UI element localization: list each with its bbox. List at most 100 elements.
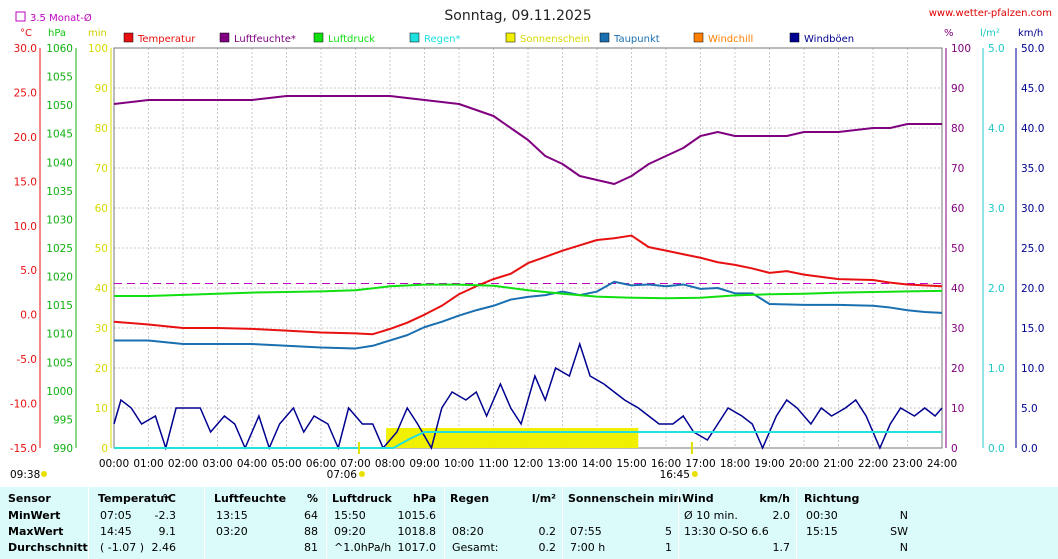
legend-swatch bbox=[599, 32, 610, 43]
now-label: 09:38 bbox=[10, 469, 40, 481]
rain-tick-label: 2.0 bbox=[988, 283, 1005, 295]
stat-time: 13:30 O-SO 6.6 bbox=[684, 525, 769, 538]
percent-tick-label: 70 bbox=[951, 163, 964, 175]
stat-value: 1015.6 bbox=[397, 509, 437, 522]
x-tick-label: 00:00 bbox=[99, 458, 129, 470]
stat-time: ( -1.07 ) bbox=[100, 541, 145, 554]
press-tick-label: 1060 bbox=[46, 43, 73, 55]
column-unit: °C bbox=[162, 492, 176, 505]
legend-swatch bbox=[123, 32, 134, 43]
wind-tick-label: 20.0 bbox=[1021, 283, 1044, 295]
column-unit: % bbox=[306, 492, 318, 505]
wind-tick-label: 25.0 bbox=[1021, 243, 1044, 255]
avg-legend-box bbox=[15, 11, 26, 22]
stats-column bbox=[204, 487, 327, 559]
column-head: Luftdruck bbox=[332, 492, 392, 505]
column-head: Sonnenschein min bbox=[568, 492, 682, 505]
site-link[interactable]: www.wetter-pfalzen.com bbox=[929, 8, 1052, 19]
percent-tick-label: 20 bbox=[951, 363, 964, 375]
legend-label: Windböen bbox=[804, 34, 854, 45]
x-tick-label: 21:00 bbox=[823, 458, 853, 470]
stat-value: 64 bbox=[304, 509, 318, 522]
minutes-tick-label: 0 bbox=[101, 443, 108, 455]
row-label: MaxWert bbox=[8, 525, 64, 538]
unit-percent: % bbox=[944, 28, 954, 39]
legend-label: Temperatur bbox=[137, 34, 196, 45]
x-tick-label: 07:00 bbox=[340, 458, 370, 470]
stat-time: ^1.0hPa/h bbox=[334, 541, 392, 554]
column-head: Wind bbox=[682, 492, 714, 505]
press-tick-label: 990 bbox=[53, 443, 73, 455]
stat-value: 5 bbox=[665, 525, 672, 538]
stat-time: Gesamt: bbox=[452, 541, 499, 554]
stats-column bbox=[444, 487, 563, 559]
weather-chart: Sonntag, 09.11.2025 www.wetter-pfalzen.c… bbox=[9, 8, 1052, 481]
minutes-tick-label: 100 bbox=[88, 43, 108, 55]
wind-tick-label: 15.0 bbox=[1021, 323, 1044, 335]
press-tick-label: 1020 bbox=[46, 272, 73, 284]
stat-time: 09:20 bbox=[334, 525, 366, 538]
gust-series-line bbox=[113, 341, 943, 451]
rain-series-line bbox=[114, 431, 942, 449]
press-tick-label: 1045 bbox=[46, 129, 73, 141]
minutes-tick-label: 10 bbox=[95, 403, 108, 415]
minutes-tick-label: 40 bbox=[95, 283, 108, 295]
time-markers: 07:06 16:45 09:38 bbox=[10, 442, 698, 481]
press-tick-label: 1005 bbox=[46, 357, 73, 369]
rain-tick-label: 0.0 bbox=[988, 443, 1005, 455]
stat-value: -2.3 bbox=[154, 509, 176, 522]
x-tick-label: 15:00 bbox=[616, 458, 646, 470]
stat-value: 1018.8 bbox=[397, 525, 437, 538]
column-head: Regen bbox=[450, 492, 490, 505]
stat-value: 9.1 bbox=[158, 525, 177, 538]
unit-wind: km/h bbox=[1018, 28, 1043, 39]
x-tick-label: 18:00 bbox=[720, 458, 750, 470]
wind-tick-label: 45.0 bbox=[1021, 83, 1044, 95]
stat-value: 1.7 bbox=[772, 541, 791, 554]
stat-time: 14:45 bbox=[100, 525, 132, 538]
legend-swatch bbox=[219, 32, 230, 43]
x-tick-label: 22:00 bbox=[858, 458, 888, 470]
minutes-tick-label: 20 bbox=[95, 363, 108, 375]
now-dot bbox=[41, 471, 47, 477]
temp-tick-label: 10.0 bbox=[14, 221, 37, 233]
wind-tick-label: 10.0 bbox=[1021, 363, 1044, 375]
legend-swatch bbox=[409, 32, 420, 43]
x-tick-label: 17:00 bbox=[685, 458, 715, 470]
stat-time: 13:15 bbox=[216, 509, 248, 522]
column-unit: hPa bbox=[412, 492, 436, 505]
stat-time: 03:20 bbox=[216, 525, 248, 538]
x-tick-label: 09:00 bbox=[409, 458, 439, 470]
plot-area bbox=[113, 95, 943, 451]
stats-table: Sensor MinWert MaxWert Durchschnitt Temperat… bbox=[0, 487, 1058, 559]
minutes-tick-label: 70 bbox=[95, 163, 108, 175]
stats-column bbox=[678, 487, 797, 559]
press-tick-label: 1000 bbox=[46, 386, 73, 398]
temp-tick-label: 15.0 bbox=[14, 176, 37, 188]
x-tick-label: 20:00 bbox=[789, 458, 819, 470]
x-tick-label: 04:00 bbox=[237, 458, 267, 470]
x-tick-label: 05:00 bbox=[271, 458, 301, 470]
press-tick-label: 1035 bbox=[46, 186, 73, 198]
legend-label: Sonnenschein bbox=[520, 34, 590, 45]
percent-tick-label: 50 bbox=[951, 243, 964, 255]
press-tick-label: 1015 bbox=[46, 300, 73, 312]
stat-time: 00:30 bbox=[806, 509, 838, 522]
sunset-marker-label: 16:45 bbox=[660, 469, 690, 481]
chart-title: Sonntag, 09.11.2025 bbox=[444, 8, 591, 24]
stat-value: 2.0 bbox=[772, 509, 791, 522]
stat-value: 2.46 bbox=[151, 541, 177, 554]
percent-tick-label: 40 bbox=[951, 283, 964, 295]
stat-time: Ø 10 min. bbox=[684, 509, 738, 522]
wind-tick-label: 50.0 bbox=[1021, 43, 1044, 55]
stat-time: 15:15 bbox=[806, 525, 838, 538]
percent-tick-label: 10 bbox=[951, 403, 964, 415]
sunset-marker-dot bbox=[691, 471, 698, 477]
temp-tick-label: -10.0 bbox=[10, 399, 37, 411]
percent-tick-label: 80 bbox=[951, 123, 964, 135]
x-tick-label: 02:00 bbox=[168, 458, 198, 470]
minutes-tick-label: 80 bbox=[95, 123, 108, 135]
legend-label: Taupunkt bbox=[613, 34, 660, 45]
axes: -15.0 -10.0 -5.0 0.0 5.0 10.0 15.0 20.0 25.0 30.0… bbox=[10, 43, 1045, 470]
press-tick-label: 1040 bbox=[46, 157, 73, 169]
